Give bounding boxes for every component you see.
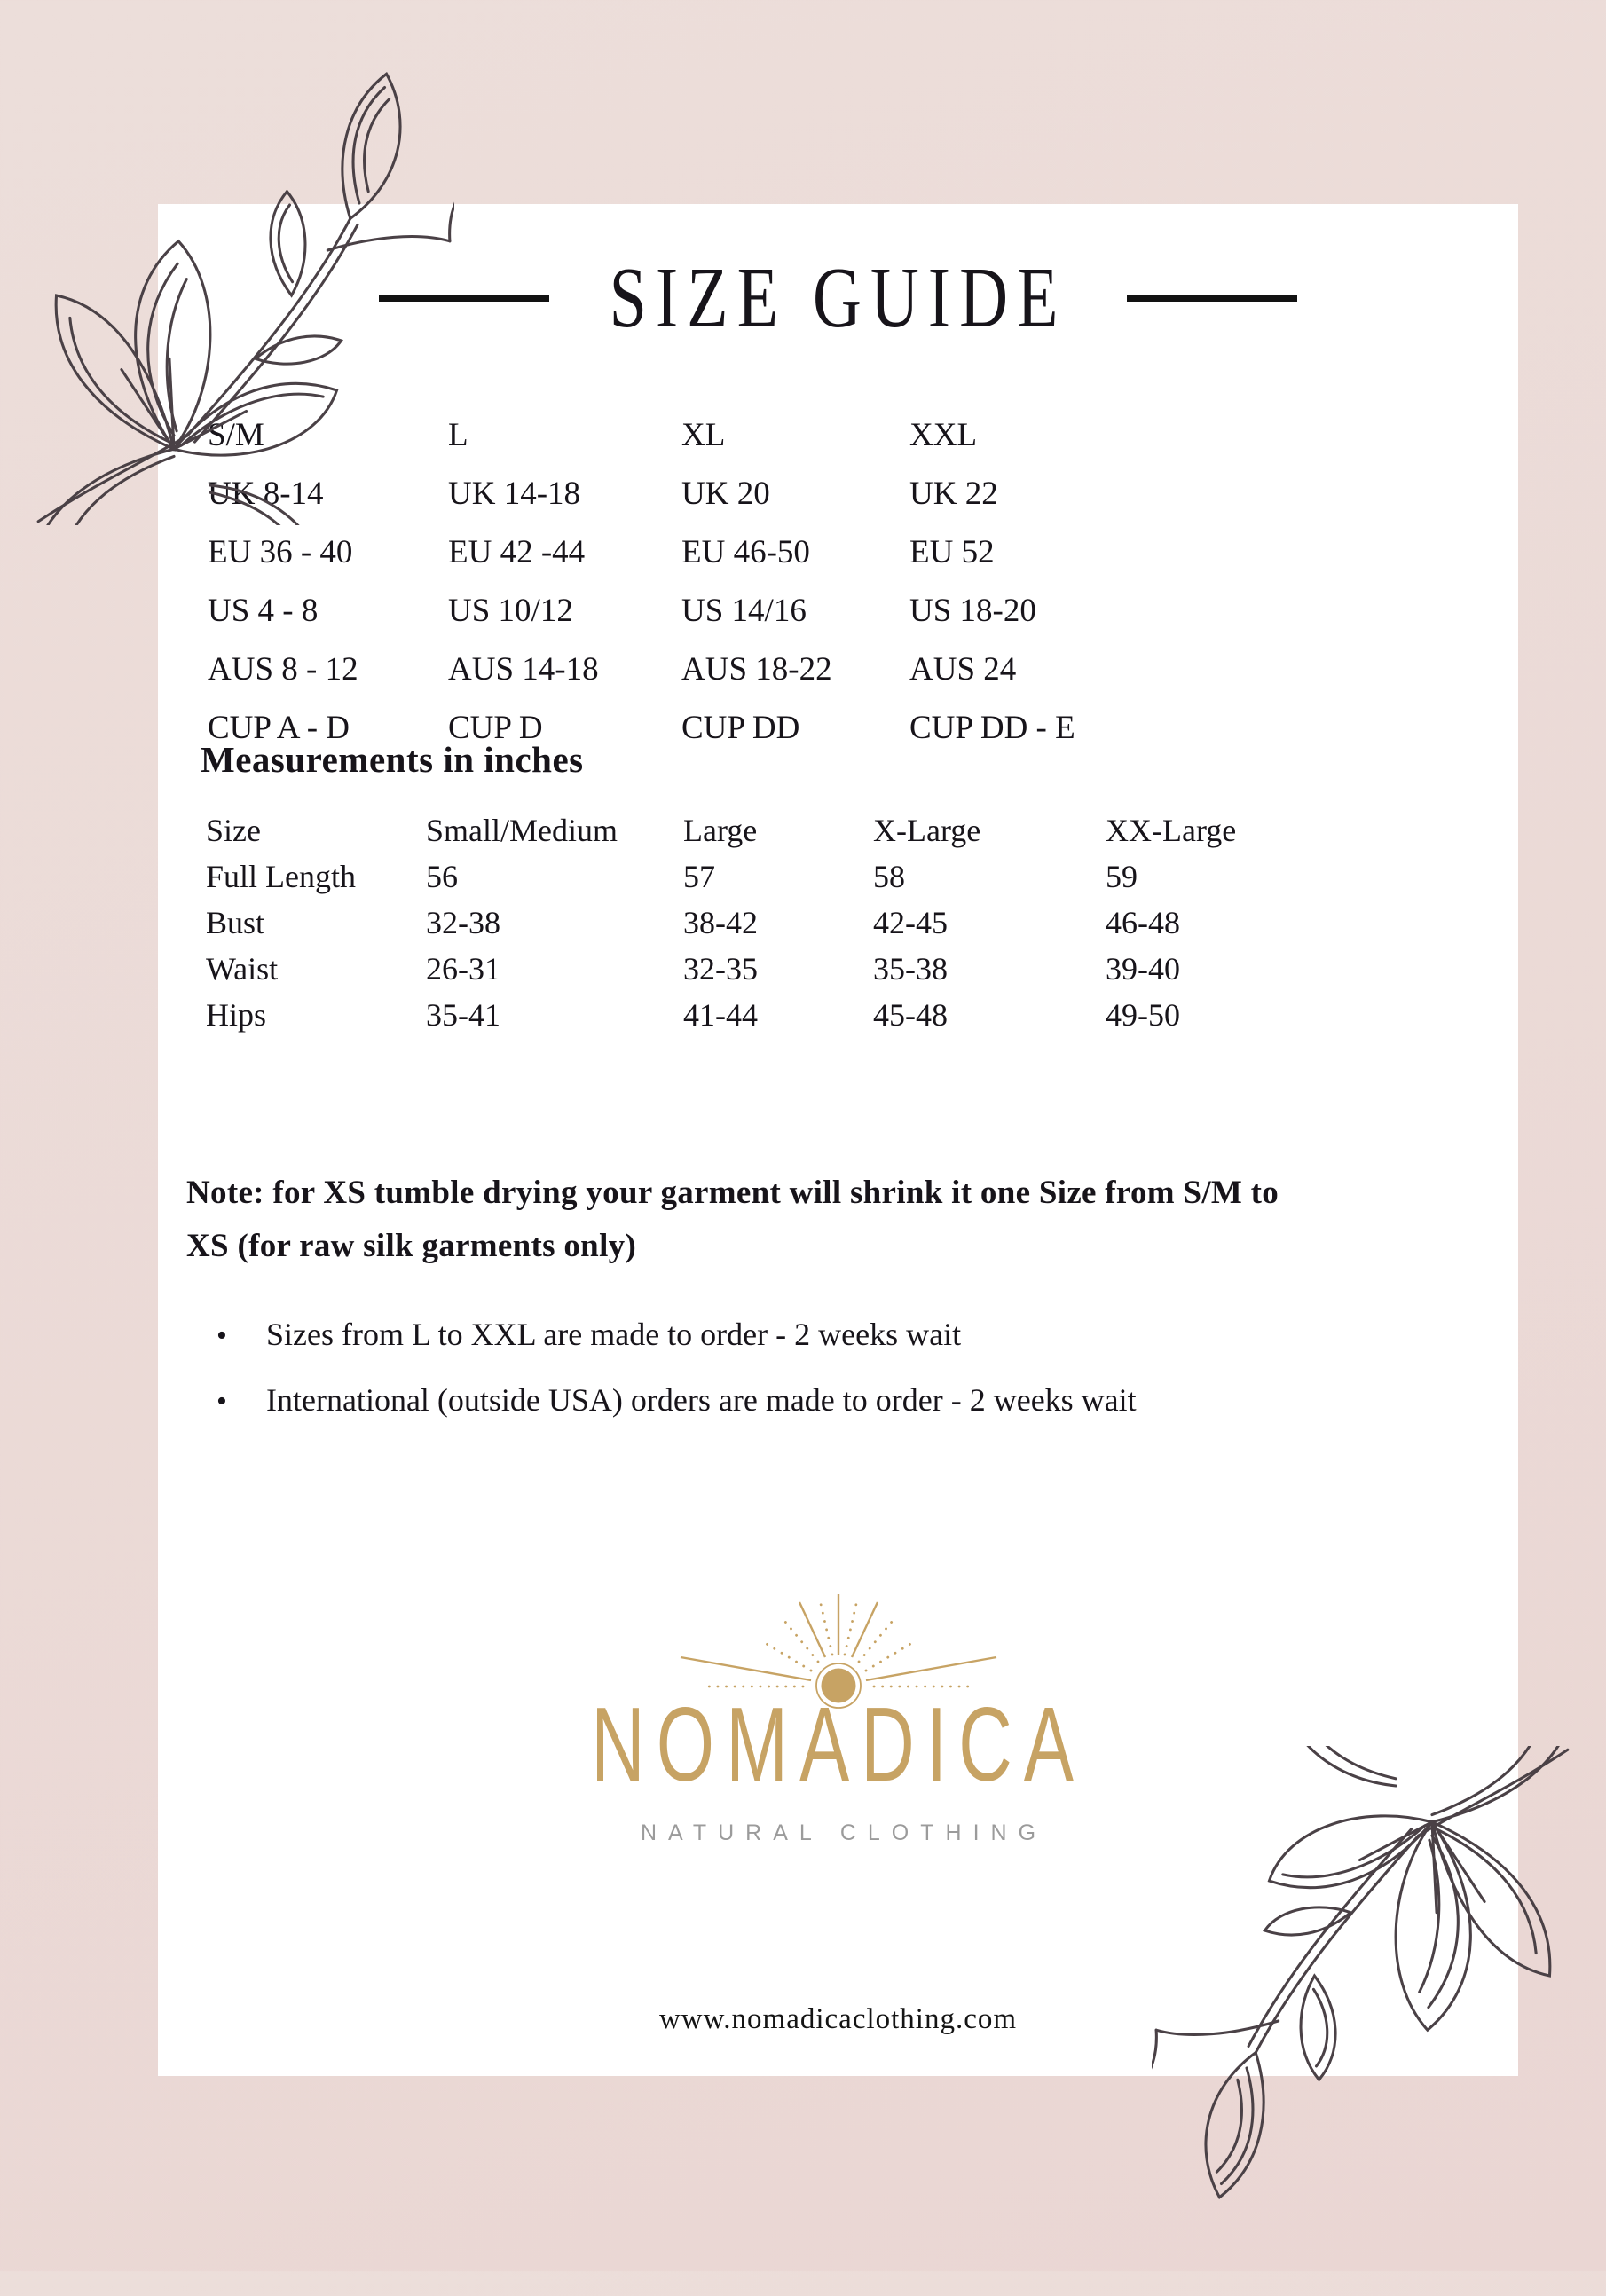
content-card: SIZE GUIDE S/M UK 8-14 EU 36 - 40 US 4 -… <box>158 204 1518 2076</box>
hips-value: 35-41 <box>426 997 500 1033</box>
waist-value: 35-38 <box>873 951 948 987</box>
row-header: Full Length <box>206 859 356 894</box>
size-eu: EU 42 -44 <box>448 534 586 570</box>
title-rule-right <box>1127 295 1298 302</box>
size-aus: AUS 24 <box>909 651 1017 688</box>
waist-value: 32-35 <box>683 951 758 987</box>
size-uk: UK 8-14 <box>208 476 324 512</box>
brand-wordmark: NOMADICA <box>591 1685 1085 1804</box>
hips-value: 49-50 <box>1106 997 1180 1033</box>
size-uk: UK 22 <box>909 476 998 512</box>
measurements-heading: Measurements in inches <box>201 739 584 780</box>
size-cup: CUP DD - E <box>909 710 1075 746</box>
full-length-value: 56 <box>426 859 458 894</box>
waist-value: 26-31 <box>426 951 500 987</box>
sun-rays-icon <box>652 1588 1025 1721</box>
size-column-xxl: XXL UK 22 EU 52 US 18-20 AUS 24 CUP DD -… <box>909 406 1075 758</box>
size-aus: AUS 18-22 <box>681 651 832 688</box>
brand-wordmark-wrap: NOMADICA <box>158 1685 1518 1803</box>
size-uk: UK 20 <box>681 476 770 512</box>
row-header: Hips <box>206 997 267 1033</box>
measurements-column-sm: Small/Medium 56 32-38 26-31 35-41 <box>426 807 683 1038</box>
title-block: SIZE GUIDE <box>158 250 1518 345</box>
full-length-value: 58 <box>873 859 905 894</box>
list-item-text: International (outside USA) orders are m… <box>266 1382 1137 1418</box>
size-cup: CUP D <box>448 710 543 746</box>
column-name: Large <box>683 813 758 848</box>
measurements-table: Size Full Length Bust Waist Hips Small/M… <box>206 807 1236 1038</box>
full-length-value: 57 <box>683 859 715 894</box>
size-aus: AUS 8 - 12 <box>208 651 358 688</box>
hips-value: 45-48 <box>873 997 948 1033</box>
shrinkage-note: Note: for XS tumble drying your garment … <box>186 1175 1279 1264</box>
row-header: Waist <box>206 951 279 987</box>
bust-value: 46-48 <box>1106 905 1180 940</box>
page-title: SIZE GUIDE <box>609 249 1067 346</box>
size-cup: CUP A - D <box>208 710 350 746</box>
bust-value: 32-38 <box>426 905 500 940</box>
size-us: US 4 - 8 <box>208 593 319 629</box>
size-eu: EU 52 <box>909 534 995 570</box>
size-label: L <box>448 417 468 453</box>
size-uk: UK 14-18 <box>448 476 581 512</box>
size-us: US 18-20 <box>909 593 1036 629</box>
row-header: Size <box>206 813 261 848</box>
brand-tagline: NATURAL CLOTHING <box>640 1820 1048 1845</box>
list-item: • International (outside USA) orders are… <box>216 1368 1137 1434</box>
measurements-column-xxl: XX-Large 59 46-48 39-40 49-50 <box>1106 807 1236 1038</box>
size-aus: AUS 14-18 <box>448 651 599 688</box>
measurements-column-xl: X-Large 58 42-45 35-38 45-48 <box>873 807 1106 1038</box>
column-name: X-Large <box>873 813 981 848</box>
size-column-xl: XL UK 20 EU 46-50 US 14/16 AUS 18-22 CUP… <box>681 406 909 758</box>
measurements-row-headers: Size Full Length Bust Waist Hips <box>206 807 426 1038</box>
size-label: XXL <box>909 417 978 453</box>
bust-value: 38-42 <box>683 905 758 940</box>
title-rule-left <box>378 295 549 302</box>
row-header: Bust <box>206 905 265 940</box>
hips-value: 41-44 <box>683 997 758 1033</box>
order-info-list: • Sizes from L to XXL are made to order … <box>216 1302 1137 1434</box>
size-column-l: L UK 14-18 EU 42 -44 US 10/12 AUS 14-18 … <box>448 406 681 758</box>
column-name: Small/Medium <box>426 813 618 848</box>
size-eu: EU 46-50 <box>681 534 810 570</box>
full-length-value: 59 <box>1106 859 1138 894</box>
size-us: US 10/12 <box>448 593 573 629</box>
size-label: XL <box>681 417 726 453</box>
international-size-chart: S/M UK 8-14 EU 36 - 40 US 4 - 8 AUS 8 - … <box>208 406 1075 758</box>
size-label: S/M <box>208 417 264 453</box>
bust-value: 42-45 <box>873 905 948 940</box>
size-us: US 14/16 <box>681 593 807 629</box>
list-item: • Sizes from L to XXL are made to order … <box>216 1302 1137 1368</box>
waist-value: 39-40 <box>1106 951 1180 987</box>
measurements-column-l: Large 57 38-42 32-35 41-44 <box>683 807 873 1038</box>
column-name: XX-Large <box>1106 813 1237 848</box>
bullet-icon: • <box>216 1319 227 1352</box>
website-url: www.nomadicaclothing.com <box>658 2003 1018 2035</box>
size-cup: CUP DD <box>681 710 800 746</box>
size-eu: EU 36 - 40 <box>208 534 353 570</box>
bullet-icon: • <box>216 1385 227 1418</box>
size-column-sm: S/M UK 8-14 EU 36 - 40 US 4 - 8 AUS 8 - … <box>208 406 448 758</box>
list-item-text: Sizes from L to XXL are made to order - … <box>266 1317 962 1352</box>
